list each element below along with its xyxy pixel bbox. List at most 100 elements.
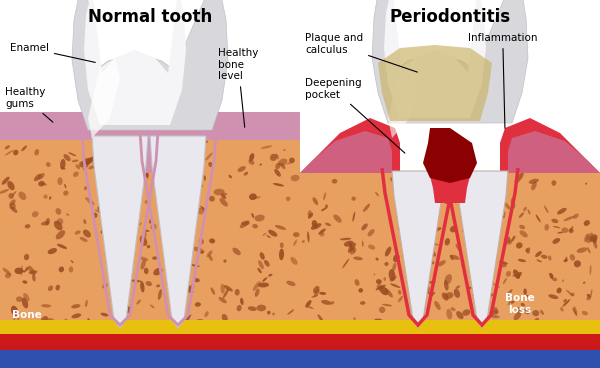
Ellipse shape (477, 247, 482, 251)
Ellipse shape (275, 154, 279, 159)
Ellipse shape (94, 167, 103, 173)
Ellipse shape (374, 337, 380, 343)
Ellipse shape (88, 318, 91, 324)
Ellipse shape (161, 197, 169, 200)
Ellipse shape (248, 306, 257, 311)
Ellipse shape (5, 145, 10, 149)
Ellipse shape (425, 290, 433, 296)
Polygon shape (378, 45, 492, 121)
Ellipse shape (193, 174, 199, 178)
Ellipse shape (504, 237, 511, 243)
Ellipse shape (441, 321, 447, 327)
Ellipse shape (234, 353, 242, 361)
Ellipse shape (553, 238, 560, 244)
Ellipse shape (100, 329, 107, 337)
Ellipse shape (499, 261, 508, 265)
Ellipse shape (402, 201, 407, 207)
Ellipse shape (5, 273, 11, 278)
Ellipse shape (103, 212, 107, 216)
Ellipse shape (589, 234, 598, 242)
Ellipse shape (534, 318, 539, 324)
Ellipse shape (179, 199, 183, 203)
Ellipse shape (24, 254, 29, 260)
Ellipse shape (371, 332, 374, 336)
Ellipse shape (10, 206, 17, 213)
Ellipse shape (487, 179, 493, 184)
Ellipse shape (150, 304, 155, 308)
Ellipse shape (490, 315, 500, 318)
Ellipse shape (313, 286, 319, 293)
Ellipse shape (101, 156, 111, 162)
Ellipse shape (256, 305, 266, 311)
Ellipse shape (544, 224, 549, 231)
Ellipse shape (223, 288, 229, 298)
Ellipse shape (389, 276, 397, 282)
Ellipse shape (580, 338, 582, 340)
Ellipse shape (118, 184, 123, 189)
Ellipse shape (125, 306, 131, 313)
Ellipse shape (400, 349, 407, 357)
Ellipse shape (462, 347, 466, 354)
Ellipse shape (144, 228, 146, 238)
Ellipse shape (349, 241, 352, 251)
Ellipse shape (241, 221, 250, 225)
Ellipse shape (101, 229, 109, 234)
Ellipse shape (410, 236, 415, 241)
Ellipse shape (35, 359, 42, 366)
Ellipse shape (8, 193, 14, 199)
Ellipse shape (156, 197, 160, 201)
Polygon shape (182, 116, 300, 138)
Ellipse shape (144, 268, 149, 274)
Ellipse shape (69, 266, 73, 272)
Ellipse shape (71, 314, 81, 318)
Ellipse shape (511, 301, 514, 304)
Ellipse shape (86, 334, 89, 338)
Ellipse shape (290, 257, 298, 265)
Ellipse shape (249, 194, 257, 200)
Ellipse shape (551, 180, 556, 186)
Ellipse shape (385, 247, 391, 256)
Ellipse shape (506, 240, 512, 245)
Ellipse shape (193, 247, 203, 252)
Ellipse shape (572, 329, 578, 336)
Ellipse shape (517, 272, 522, 278)
Ellipse shape (392, 263, 397, 271)
Ellipse shape (11, 191, 16, 197)
Ellipse shape (315, 350, 318, 359)
Ellipse shape (460, 335, 471, 343)
Ellipse shape (186, 334, 193, 340)
Ellipse shape (96, 169, 101, 176)
Ellipse shape (368, 245, 375, 250)
Ellipse shape (220, 198, 228, 206)
Ellipse shape (504, 202, 511, 210)
Ellipse shape (141, 151, 147, 155)
Ellipse shape (320, 233, 325, 237)
Ellipse shape (376, 284, 386, 290)
Ellipse shape (563, 259, 568, 262)
Ellipse shape (25, 224, 31, 229)
Ellipse shape (490, 221, 496, 227)
Ellipse shape (34, 174, 41, 181)
Ellipse shape (220, 284, 225, 294)
Ellipse shape (209, 238, 215, 244)
Ellipse shape (521, 303, 525, 307)
Ellipse shape (444, 280, 449, 291)
Ellipse shape (393, 254, 400, 262)
Ellipse shape (484, 249, 495, 251)
Ellipse shape (218, 297, 227, 303)
Ellipse shape (46, 162, 50, 167)
Ellipse shape (566, 290, 573, 296)
Ellipse shape (22, 145, 27, 151)
Ellipse shape (145, 230, 149, 232)
Ellipse shape (40, 316, 48, 325)
Ellipse shape (431, 197, 436, 202)
Ellipse shape (205, 311, 209, 317)
Ellipse shape (8, 340, 14, 351)
Ellipse shape (508, 350, 513, 357)
Ellipse shape (508, 236, 511, 243)
Ellipse shape (382, 351, 388, 360)
Ellipse shape (423, 284, 430, 294)
Ellipse shape (208, 162, 213, 167)
Ellipse shape (249, 153, 254, 162)
Ellipse shape (85, 157, 94, 165)
